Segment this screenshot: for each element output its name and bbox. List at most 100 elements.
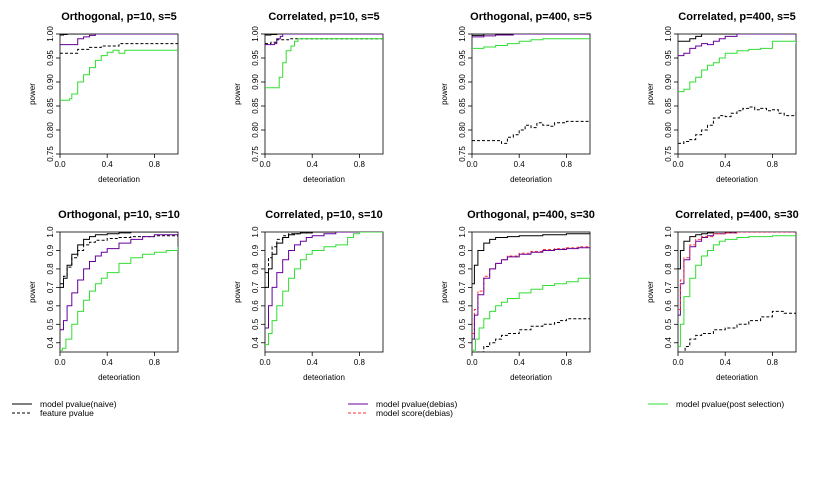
- panel-title: Correlated, p=10, s=5: [268, 11, 379, 23]
- x-tick-label: 0.0: [259, 358, 271, 367]
- series-post: [265, 38, 383, 89]
- y-tick-label: 0.85: [664, 98, 673, 114]
- plot-frame: [471, 33, 591, 155]
- x-tick-label: 0.0: [54, 160, 66, 169]
- y-tick-label: 0.75: [251, 146, 260, 162]
- legend-label-post: model pvalue(post selection): [676, 399, 784, 409]
- y-axis-label: power: [233, 83, 242, 105]
- x-tick-label: 0.0: [672, 160, 684, 169]
- y-tick-label: 0.8: [46, 263, 55, 275]
- panel-title: Correlated, p=10, s=10: [265, 209, 382, 221]
- series-feature: [678, 106, 796, 144]
- y-tick-label: 0.5: [251, 318, 260, 330]
- y-tick-label: 0.95: [46, 50, 55, 66]
- panel-7: Orthogonal, p=400, s=30 0.4 0.5 0.6 0.7 0.8 0.…: [440, 209, 595, 382]
- series-naive: [678, 34, 796, 42]
- y-tick-label: 0.4: [251, 337, 260, 349]
- y-tick-label: 0.4: [458, 337, 467, 349]
- y-tick-label: 1.00: [458, 26, 467, 42]
- panel-3: Orthogonal, p=400, s=5 0.75 0.80 0.85 0.90 0.…: [440, 11, 592, 184]
- x-tick-label: 0.8: [149, 160, 161, 169]
- y-tick-label: 0.6: [251, 300, 260, 312]
- series-naive: [60, 34, 178, 36]
- y-tick-label: 0.85: [458, 98, 467, 114]
- x-tick-label: 0.0: [672, 358, 684, 367]
- panel-title: Orthogonal, p=10, s=5: [61, 11, 177, 23]
- x-tick-label: 0.4: [102, 358, 114, 367]
- x-axis-label: deteoriation: [716, 373, 758, 382]
- series-debias: [60, 34, 178, 46]
- plot-frame: [471, 231, 591, 353]
- y-tick-label: 0.95: [664, 50, 673, 66]
- y-tick-label: 0.85: [46, 98, 55, 114]
- y-tick-label: 0.85: [251, 98, 260, 114]
- panel-title: Correlated, p=400, s=30: [675, 209, 799, 221]
- x-axis-label: deteoriation: [303, 373, 345, 382]
- x-axis-label: deteoriation: [716, 175, 758, 184]
- y-tick-label: 0.80: [664, 122, 673, 138]
- x-axis-label: deteoriation: [98, 175, 140, 184]
- panel-title: Correlated, p=400, s=5: [678, 11, 795, 23]
- y-tick-label: 1.0: [251, 226, 260, 238]
- y-tick-label: 0.75: [458, 146, 467, 162]
- series-score: [472, 245, 590, 334]
- y-tick-label: 0.5: [664, 318, 673, 330]
- y-axis-label: power: [28, 83, 37, 105]
- plot-frame: [264, 33, 384, 155]
- panel-title: Orthogonal, p=10, s=10: [58, 209, 180, 221]
- y-tick-label: 0.90: [664, 74, 673, 90]
- series-naive: [678, 232, 796, 270]
- y-tick-label: 0.90: [251, 74, 260, 90]
- y-axis-label: power: [646, 281, 655, 303]
- series-post: [60, 49, 178, 101]
- x-tick-label: 0.4: [514, 160, 526, 169]
- series-debias: [472, 34, 590, 38]
- x-tick-label: 0.0: [259, 160, 271, 169]
- y-tick-label: 0.90: [458, 74, 467, 90]
- series-post: [60, 246, 178, 351]
- y-tick-label: 0.75: [46, 146, 55, 162]
- y-tick-label: 1.0: [46, 226, 55, 238]
- x-tick-label: 0.8: [767, 160, 779, 169]
- y-axis-label: power: [440, 83, 449, 105]
- x-tick-label: 0.4: [514, 358, 526, 367]
- y-tick-label: 0.80: [251, 122, 260, 138]
- x-tick-label: 0.8: [354, 160, 366, 169]
- x-tick-label: 0.4: [720, 358, 732, 367]
- x-tick-label: 0.4: [307, 160, 319, 169]
- legend-label-feature: feature pvalue: [40, 408, 94, 418]
- series-post: [678, 40, 796, 93]
- x-tick-label: 0.8: [354, 358, 366, 367]
- plot-frame: [59, 231, 179, 353]
- y-tick-label: 0.9: [251, 244, 260, 256]
- series-naive: [265, 34, 383, 36]
- series-post: [265, 232, 383, 346]
- series-feature: [684, 310, 796, 352]
- y-tick-label: 0.80: [46, 122, 55, 138]
- series-post: [472, 38, 590, 49]
- y-tick-label: 0.7: [458, 281, 467, 293]
- y-tick-label: 0.7: [46, 281, 55, 293]
- legend-label-debias: model pvalue(debias): [376, 399, 457, 409]
- legend-label-score: model score(debias): [376, 408, 453, 418]
- panel-8: Correlated, p=400, s=30 0.4 0.5 0.6 0.7 0.8 0.…: [646, 209, 799, 382]
- y-tick-label: 1.00: [46, 26, 55, 42]
- panel-4: Correlated, p=400, s=5 0.75 0.80 0.85 0.90 0.…: [646, 11, 797, 184]
- panel-title: Orthogonal, p=400, s=5: [470, 11, 592, 23]
- series-post: [678, 235, 796, 347]
- y-tick-label: 0.75: [664, 146, 673, 162]
- y-axis-label: power: [440, 281, 449, 303]
- y-tick-label: 0.9: [46, 244, 55, 256]
- x-tick-label: 0.0: [466, 160, 478, 169]
- y-tick-label: 0.80: [458, 122, 467, 138]
- panel-5: Orthogonal, p=10, s=10 0.4 0.5 0.6 0.7 0.8 0.9…: [28, 209, 180, 382]
- series-feature: [477, 318, 590, 352]
- x-tick-label: 0.4: [102, 160, 114, 169]
- x-axis-label: deteoriation: [98, 373, 140, 382]
- series-debias: [678, 34, 796, 57]
- y-tick-label: 1.0: [664, 226, 673, 238]
- x-tick-label: 0.8: [767, 358, 779, 367]
- series-naive: [472, 34, 590, 36]
- panel-6: Correlated, p=10, s=10 0.4 0.5 0.6 0.7 0.8 0.9…: [233, 209, 384, 382]
